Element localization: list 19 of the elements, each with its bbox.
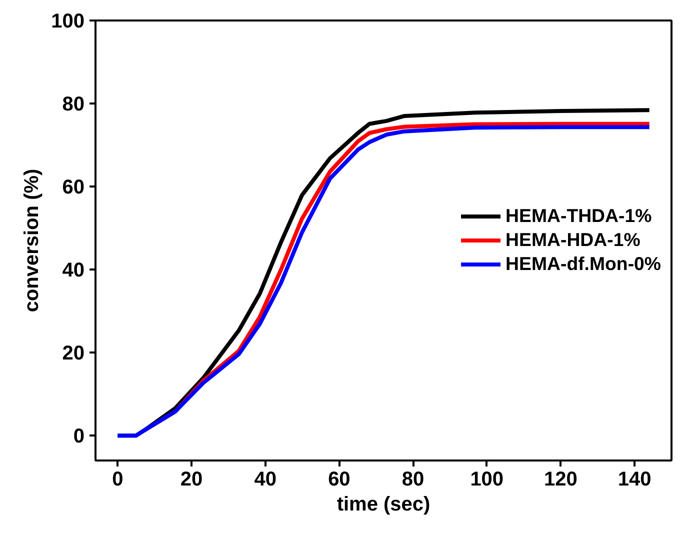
y-tick-label: 20 [62, 342, 85, 365]
legend-label: HEMA-df.Mon-0% [506, 253, 661, 275]
x-tick-label: 140 [618, 468, 652, 490]
x-tick-label: 100 [470, 468, 504, 490]
x-tick-label: 0 [112, 468, 124, 490]
y-tick-label: 100 [51, 10, 85, 32]
x-tick-label: 40 [254, 468, 276, 490]
x-tick-label: 120 [544, 468, 578, 490]
y-tick-label: 0 [73, 426, 84, 448]
x-tick-label: 80 [402, 468, 424, 490]
x-tick-label: 60 [328, 468, 350, 490]
legend-label: HEMA-HDA-1% [506, 229, 640, 251]
y-tick-label: 40 [62, 260, 85, 282]
x-axis-title: time (sec) [336, 494, 430, 516]
y-axis-title: conversion (%) [21, 168, 44, 312]
x-tick-label: 20 [180, 468, 203, 490]
y-tick-label: 60 [62, 176, 85, 199]
y-tick-label: 80 [62, 94, 85, 116]
legend-label: HEMA-THDA-1% [506, 205, 652, 227]
